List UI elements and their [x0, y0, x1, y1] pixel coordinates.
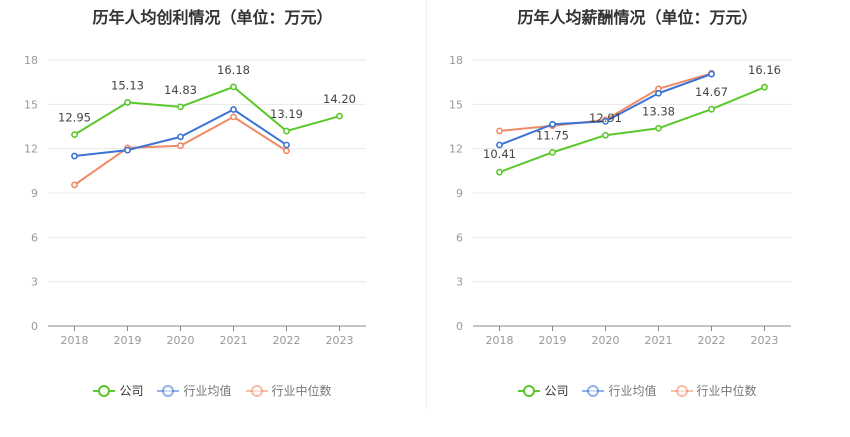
- data-point: [71, 131, 78, 139]
- data-point: [655, 89, 662, 97]
- data-label: 13.19: [270, 107, 303, 121]
- y-tick-label: 12: [449, 143, 463, 156]
- chart-legend: 公司 行业均值 行业中位数: [0, 382, 425, 399]
- data-label: 12.95: [58, 111, 91, 125]
- x-tick-label: 2018: [486, 334, 514, 347]
- data-point: [230, 113, 237, 121]
- y-tick-label: 15: [24, 98, 38, 111]
- y-tick-label: 3: [31, 276, 38, 289]
- data-point: [230, 83, 237, 91]
- legend-item[interactable]: 公司: [93, 382, 143, 399]
- y-tick-label: 0: [31, 320, 38, 333]
- legend-label: 行业中位数: [271, 384, 332, 398]
- x-tick-label: 2023: [326, 334, 354, 347]
- data-label: 16.18: [217, 63, 250, 77]
- legend-label: 公司: [544, 384, 569, 398]
- data-point: [761, 83, 768, 91]
- legend-marker-icon: [157, 384, 180, 398]
- y-tick-label: 6: [31, 231, 38, 244]
- y-tick-label: 18: [449, 54, 463, 67]
- data-point: [708, 70, 715, 78]
- chart-legend: 公司 行业均值 行业中位数: [425, 382, 850, 399]
- data-label: 14.20: [323, 92, 356, 106]
- data-point: [283, 127, 290, 135]
- x-tick-label: 2021: [220, 334, 248, 347]
- legend-marker-icon: [93, 384, 116, 398]
- chart-title: 历年人均薪酬情况（单位：万元）: [517, 8, 758, 27]
- x-tick-label: 2022: [273, 334, 301, 347]
- series-line: [73, 115, 288, 186]
- data-label: 15.13: [111, 78, 144, 92]
- data-label: 16.16: [748, 63, 781, 77]
- data-label: 12.91: [589, 111, 622, 125]
- data-point: [549, 120, 556, 128]
- data-point: [602, 117, 609, 125]
- chart-title: 历年人均创利情况（单位：万元）: [92, 8, 333, 27]
- data-point: [708, 105, 715, 113]
- x-tick-label: 2023: [751, 334, 779, 347]
- data-point: [177, 103, 184, 111]
- x-tick-label: 2022: [698, 334, 726, 347]
- legend-label: 行业中位数: [696, 384, 757, 398]
- data-point: [496, 141, 503, 149]
- legend-item[interactable]: 公司: [518, 382, 568, 399]
- data-point: [177, 142, 184, 150]
- data-point: [124, 146, 131, 154]
- legend-item[interactable]: 行业中位数: [670, 382, 757, 399]
- x-tick-label: 2019: [539, 334, 567, 347]
- profit-chart-panel: 历年人均创利情况（单位：万元） 0 3 6 9 12 15 18 2018 2019 2020 20…: [0, 8, 425, 399]
- legend-item[interactable]: 行业中位数: [245, 382, 332, 399]
- x-tick-label: 2019: [114, 334, 142, 347]
- x-tick-label: 2020: [167, 334, 195, 347]
- data-point: [230, 106, 237, 113]
- data-point: [124, 99, 131, 106]
- data-point: [336, 112, 343, 120]
- data-point: [496, 168, 503, 176]
- y-tick-label: 6: [456, 231, 463, 244]
- data-label: 10.41: [483, 147, 516, 161]
- y-tick-label: 9: [456, 187, 463, 200]
- legend-marker-icon: [582, 384, 605, 398]
- legend-marker-icon: [518, 384, 541, 398]
- data-point: [655, 124, 662, 132]
- y-tick-label: 15: [449, 98, 463, 111]
- data-label: 14.83: [164, 83, 197, 97]
- data-label: 11.75: [536, 128, 569, 142]
- series-line: [73, 85, 340, 136]
- y-tick-label: 18: [24, 54, 38, 67]
- data-point: [496, 127, 503, 135]
- salary-chart-panel: 历年人均薪酬情况（单位：万元） 0 3 6 9 12 15 18 2018 2019 2020 20…: [425, 0, 850, 437]
- data-point: [283, 147, 290, 155]
- legend-marker-icon: [245, 384, 268, 398]
- data-point: [602, 131, 609, 139]
- legend-item[interactable]: 行业均值: [157, 382, 232, 399]
- data-point: [283, 141, 290, 149]
- data-point: [177, 133, 184, 141]
- legend-label: 公司: [119, 384, 144, 398]
- panel-divider: [426, 0, 427, 410]
- x-tick-label: 2021: [645, 334, 673, 347]
- salary-chart-plot: 0 3 6 9 12 15 18 2018 2019 2020 2021 2022 2023 10.41 1…: [449, 54, 791, 347]
- x-tick-label: 2020: [592, 334, 620, 347]
- legend-label: 行业均值: [608, 384, 657, 398]
- y-tick-label: 0: [456, 320, 463, 333]
- y-tick-label: 9: [31, 187, 38, 200]
- x-tick-label: 2018: [61, 334, 89, 347]
- y-tick-label: 3: [456, 276, 463, 289]
- profit-chart-plot: 0 3 6 9 12 15 18 2018 2019 2020 2021 2022 2023 12.95 1…: [24, 54, 366, 347]
- legend-label: 行业均值: [183, 384, 232, 398]
- legend-marker-icon: [670, 384, 693, 398]
- data-label: 14.67: [695, 85, 728, 99]
- data-point: [71, 152, 78, 160]
- series-line: [499, 86, 765, 174]
- y-tick-label: 12: [24, 143, 38, 156]
- data-label: 13.38: [642, 104, 675, 118]
- legend-item[interactable]: 行业均值: [582, 382, 657, 399]
- data-point: [549, 148, 556, 156]
- data-point: [71, 181, 78, 189]
